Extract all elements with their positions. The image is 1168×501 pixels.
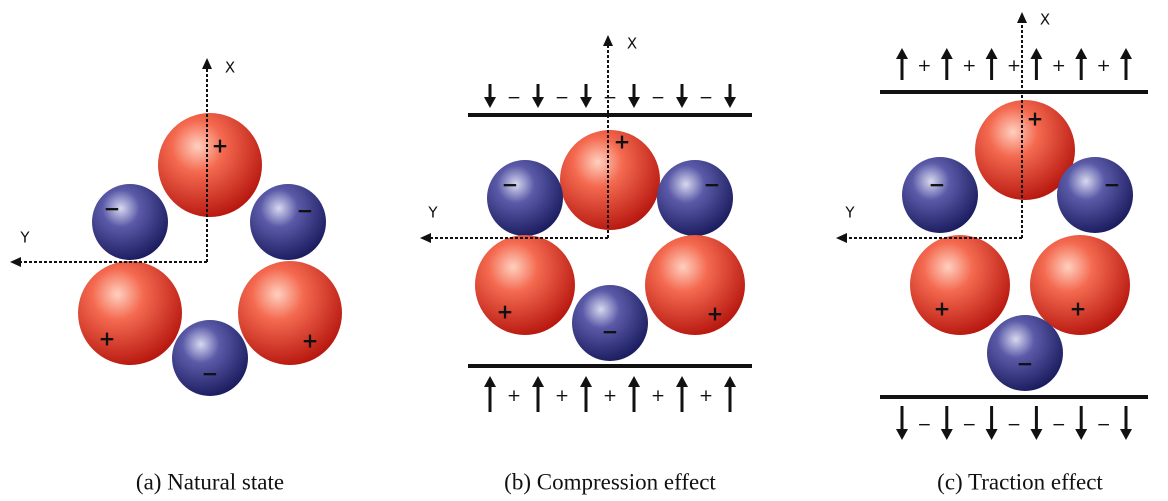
page: X Y + − − + + − (a) Natural state − − − − − + + + + + X Y + − −…	[0, 0, 1168, 501]
x-axis-head	[603, 35, 613, 46]
sign-label: +	[603, 386, 617, 406]
x-axis-label: X	[1040, 11, 1050, 29]
sign-label: +	[1052, 56, 1066, 76]
ion	[560, 130, 660, 230]
force-arrow-head	[986, 429, 998, 440]
force-arrow-head	[724, 97, 736, 108]
sign-label: +	[651, 386, 665, 406]
sign-label: −	[1007, 415, 1021, 435]
ion-sign: +	[614, 130, 631, 154]
ion-sign: +	[99, 327, 116, 351]
force-arrow-head	[1075, 48, 1087, 59]
ion	[910, 235, 1010, 335]
ion-sign: +	[212, 134, 229, 158]
force-arrow-head	[1120, 429, 1132, 440]
ion-sign: −	[602, 320, 619, 344]
force-arrow-head	[628, 97, 640, 108]
ion	[158, 113, 262, 217]
force-arrow-head	[676, 97, 688, 108]
ion-sign: +	[302, 329, 319, 353]
ion-sign: −	[104, 197, 121, 221]
ion	[475, 235, 575, 335]
sign-label: +	[699, 386, 713, 406]
sign-label: +	[1096, 56, 1110, 76]
ion-sign: −	[1017, 352, 1034, 376]
ion	[657, 160, 733, 236]
y-axis-head	[420, 233, 431, 243]
y-axis-head	[836, 233, 847, 243]
force-arrow-head	[896, 429, 908, 440]
ion-sign: −	[202, 362, 219, 386]
x-axis-label: X	[225, 59, 235, 77]
force-arrow-head	[724, 376, 736, 387]
x-axis-head	[202, 58, 212, 69]
sign-label: −	[507, 88, 521, 108]
ion-sign: +	[1027, 107, 1044, 131]
force-arrow-head	[676, 376, 688, 387]
force-arrow-head	[532, 97, 544, 108]
sign-label: −	[699, 88, 713, 108]
y-axis-label: Y	[844, 204, 855, 222]
ion-sign: −	[704, 173, 721, 197]
y-axis-head	[10, 257, 21, 267]
force-arrow-head	[580, 97, 592, 108]
sign-label: −	[1052, 415, 1066, 435]
sign-label: −	[555, 88, 569, 108]
ion-sign: +	[934, 297, 951, 321]
force-arrow-head	[1030, 429, 1042, 440]
force-arrow-head	[1120, 48, 1132, 59]
ion-sign: +	[1070, 297, 1087, 321]
y-axis-label: Y	[19, 229, 30, 247]
sign-label: +	[507, 386, 521, 406]
sign-label: −	[917, 415, 931, 435]
force-arrow-head	[941, 48, 953, 59]
sign-label: −	[1096, 415, 1110, 435]
ion-sign: +	[497, 300, 514, 324]
force-arrow-head	[1075, 429, 1087, 440]
sign-label: +	[1007, 56, 1021, 76]
force-arrow-head	[1030, 48, 1042, 59]
sign-label: −	[962, 415, 976, 435]
x-axis-label: X	[627, 35, 637, 53]
ion-sign: +	[707, 302, 724, 326]
sign-label: +	[555, 386, 569, 406]
ion	[1057, 157, 1133, 233]
diagram: X Y + − − + + − (a) Natural state − − − − − + + + + + X Y + − −…	[0, 0, 1168, 501]
force-arrow-head	[628, 376, 640, 387]
force-arrow-head	[484, 97, 496, 108]
ion	[92, 184, 168, 260]
ion	[238, 261, 342, 365]
force-arrow-head	[896, 48, 908, 59]
ion	[250, 184, 326, 260]
x-axis-head	[1017, 12, 1027, 23]
ion	[487, 160, 563, 236]
ion-sign: −	[929, 173, 946, 197]
force-arrow-head	[941, 429, 953, 440]
caption: (b) Compression effect	[504, 469, 716, 494]
caption: (c) Traction effect	[937, 469, 1103, 494]
ion-sign: −	[297, 199, 314, 223]
ion-sign: −	[1104, 173, 1121, 197]
sign-label: −	[651, 88, 665, 108]
caption: (a) Natural state	[136, 469, 284, 494]
force-arrow-head	[986, 48, 998, 59]
ion-sign: −	[502, 173, 519, 197]
sign-label: +	[917, 56, 931, 76]
sign-label: −	[603, 88, 617, 108]
sign-label: +	[962, 56, 976, 76]
ion	[78, 261, 182, 365]
y-axis-label: Y	[427, 204, 438, 222]
force-arrow-head	[484, 376, 496, 387]
ion	[645, 235, 745, 335]
force-arrow-head	[532, 376, 544, 387]
force-arrow-head	[580, 376, 592, 387]
